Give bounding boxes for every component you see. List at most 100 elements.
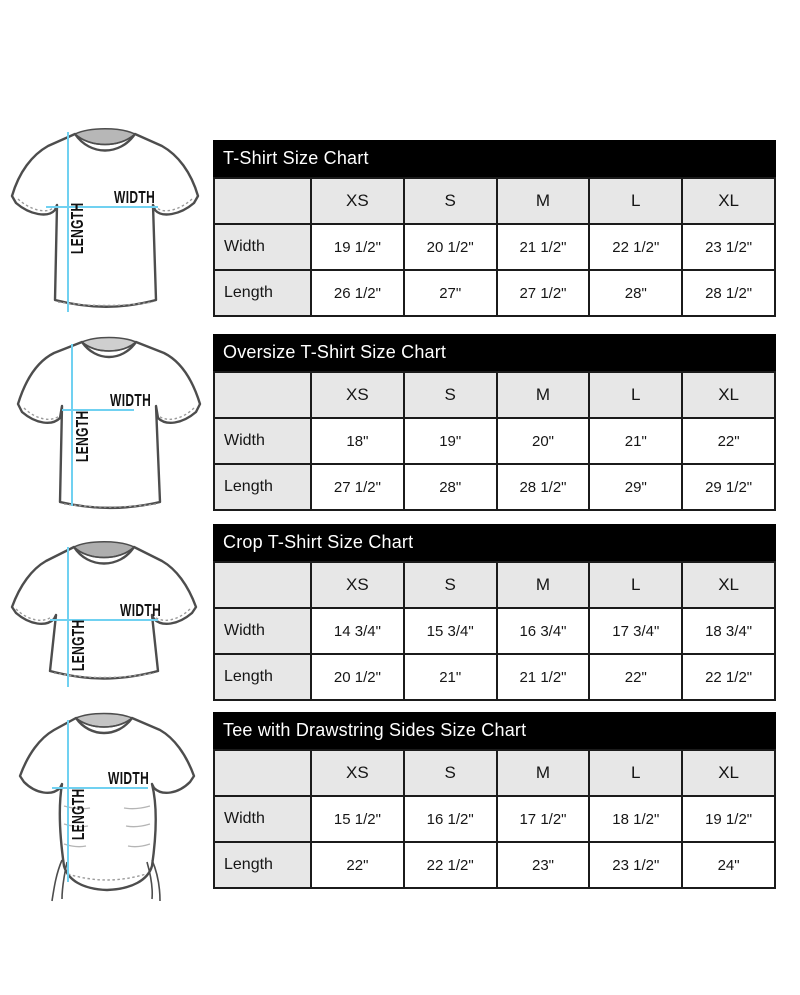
size-value-cell: 24": [681, 841, 776, 889]
size-value-cell: 15 3/4": [402, 607, 498, 655]
size-chart-title-bar: Tee with Drawstring Sides Size Chart: [213, 712, 776, 749]
tshirt-outline: [10, 545, 198, 680]
width-row: Width 18" 19" 20" 21" 22": [213, 417, 776, 465]
size-column-header: XS: [310, 561, 405, 609]
size-value-cell: 17 1/2": [495, 795, 591, 843]
size-value-cell: 22": [588, 653, 684, 701]
size-value-cell: 16 3/4": [495, 607, 591, 655]
size-chart-crop: Crop T-Shirt Size Chart XS S M L XL Widt…: [213, 524, 776, 701]
size-column-header: XL: [681, 177, 776, 225]
size-column-header: L: [588, 749, 684, 797]
corner-cell: [213, 749, 312, 797]
width-label: WIDTH: [110, 391, 151, 411]
size-column-header: L: [588, 561, 684, 609]
corner-cell: [213, 177, 312, 225]
width-label: WIDTH: [120, 601, 161, 621]
size-chart-regular: T-Shirt Size Chart XS S M L XL Width 19 …: [213, 140, 776, 317]
length-row: Length 22" 22 1/2" 23" 23 1/2" 24": [213, 841, 776, 889]
size-column-header: L: [588, 371, 684, 419]
width-row: Width 14 3/4" 15 3/4" 16 3/4" 17 3/4" 18…: [213, 607, 776, 655]
size-column-header: XS: [310, 177, 405, 225]
tshirt-crop-svg: WIDTH LENGTH: [10, 541, 198, 687]
hem-ruffle: [67, 873, 147, 881]
size-value-cell: 20 1/2": [402, 223, 498, 271]
size-column-header: XL: [681, 749, 776, 797]
size-value-cell: 21": [588, 417, 684, 465]
header-row: XS S M L XL: [213, 177, 776, 225]
size-value-cell: 27": [402, 269, 498, 317]
header-row: XS S M L XL: [213, 561, 776, 609]
size-value-cell: 18 3/4": [681, 607, 776, 655]
tshirt-diagram-regular: WIDTH LENGTH: [10, 122, 205, 320]
width-row: Width 19 1/2" 20 1/2" 21 1/2" 22 1/2" 23…: [213, 223, 776, 271]
size-chart-title: T-Shirt Size Chart: [223, 148, 369, 168]
size-value-cell: 23 1/2": [588, 841, 684, 889]
sleeve-stitching: [15, 608, 191, 621]
collar-band: [81, 341, 137, 352]
length-row: Length 26 1/2" 27" 27 1/2" 28" 28 1/2": [213, 269, 776, 317]
size-chart-title-bar: Crop T-Shirt Size Chart: [213, 524, 776, 561]
collar-band: [73, 546, 135, 559]
tshirt-outline: [10, 132, 200, 308]
tshirt-diagram-drawstring: WIDTH LENGTH: [12, 708, 202, 904]
size-column-header: M: [495, 371, 591, 419]
size-column-header: XL: [681, 561, 776, 609]
size-chart-drawstring: Tee with Drawstring Sides Size Chart XS …: [213, 712, 776, 889]
size-table: XS S M L XL Width 19 1/2" 20 1/2" 21 1/2…: [213, 177, 776, 317]
corner-cell: [213, 371, 312, 419]
size-value-cell: 27 1/2": [495, 269, 591, 317]
size-value-cell: 22 1/2": [681, 653, 776, 701]
size-value-cell: 14 3/4": [310, 607, 405, 655]
row-label: Width: [213, 417, 312, 465]
size-value-cell: 27 1/2": [310, 463, 405, 511]
length-row: Length 27 1/2" 28" 28 1/2" 29" 29 1/2": [213, 463, 776, 511]
size-column-header: S: [402, 561, 498, 609]
size-chart-title: Tee with Drawstring Sides Size Chart: [223, 720, 527, 740]
collar-band: [74, 133, 136, 146]
side-gather-lines: [63, 805, 151, 848]
sleeve-stitching: [23, 407, 195, 420]
neck-opening: [73, 128, 137, 146]
size-column-header: M: [495, 177, 591, 225]
header-row: XS S M L XL: [213, 749, 776, 797]
length-label: LENGTH: [73, 410, 93, 462]
size-value-cell: 18 1/2": [588, 795, 684, 843]
size-value-cell: 22 1/2": [588, 223, 684, 271]
hem-stitching: [53, 672, 155, 679]
sleeve-stitching: [17, 198, 193, 212]
row-label: Length: [213, 653, 312, 701]
header-row: XS S M L XL: [213, 371, 776, 419]
size-table: XS S M L XL Width 14 3/4" 15 3/4" 16 3/4…: [213, 561, 776, 701]
row-label: Length: [213, 269, 312, 317]
size-value-cell: 22": [681, 417, 776, 465]
row-label: Length: [213, 463, 312, 511]
size-table: XS S M L XL Width 18" 19" 20" 21" 22" Le…: [213, 371, 776, 511]
size-value-cell: 26 1/2": [310, 269, 405, 317]
size-chart-title: Oversize T-Shirt Size Chart: [223, 342, 447, 362]
length-label: LENGTH: [69, 619, 89, 671]
size-column-header: XS: [310, 371, 405, 419]
width-label: WIDTH: [114, 188, 155, 208]
neck-opening: [74, 712, 134, 728]
size-value-cell: 22": [310, 841, 405, 889]
tshirt-drawstring-svg: WIDTH LENGTH: [18, 712, 196, 902]
size-column-header: S: [402, 371, 498, 419]
size-value-cell: 19 1/2": [310, 223, 405, 271]
size-value-cell: 28 1/2": [495, 463, 591, 511]
size-chart-oversize: Oversize T-Shirt Size Chart XS S M L XL …: [213, 334, 776, 511]
length-label: LENGTH: [69, 788, 89, 840]
size-value-cell: 20 1/2": [310, 653, 405, 701]
size-value-cell: 21 1/2": [495, 653, 591, 701]
size-column-header: XL: [681, 371, 776, 419]
width-row: Width 15 1/2" 16 1/2" 17 1/2" 18 1/2" 19…: [213, 795, 776, 843]
length-label: LENGTH: [68, 202, 88, 254]
size-value-cell: 22 1/2": [402, 841, 498, 889]
size-value-cell: 28": [402, 463, 498, 511]
hem-stitching: [63, 503, 157, 508]
size-value-cell: 19 1/2": [681, 795, 776, 843]
length-row: Length 20 1/2" 21" 21 1/2" 22" 22 1/2": [213, 653, 776, 701]
size-value-cell: 28": [588, 269, 684, 317]
size-column-header: S: [402, 749, 498, 797]
row-label: Width: [213, 607, 312, 655]
width-label: WIDTH: [108, 769, 149, 789]
